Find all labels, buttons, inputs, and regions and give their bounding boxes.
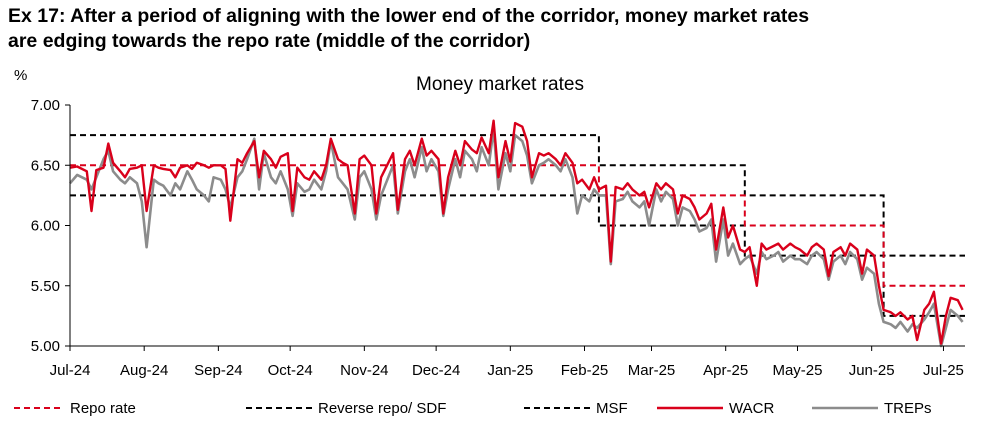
chart-title: Money market rates — [416, 74, 584, 95]
x-tick-label: Sep-24 — [194, 362, 242, 379]
heading-line-2: are edging towards the repo rate (middle… — [8, 30, 531, 52]
legend-label-msf: MSF — [596, 400, 628, 417]
y-tick-label: 6.00 — [31, 218, 60, 235]
legend-label-treps: TREPs — [884, 400, 932, 417]
x-tick-label: Mar-25 — [628, 362, 676, 379]
x-tick-label: Oct-24 — [268, 362, 313, 379]
series-line-wacr — [69, 119, 964, 345]
chart-heading: Ex 17: After a period of aligning with t… — [8, 4, 988, 54]
axes: 5.00 5.50 6.00 6.50 7.00 Jul-24 Aug-24 Sep-24 Oc… — [31, 97, 965, 379]
series-line-reverse-repo-sdf — [70, 194, 965, 317]
x-tick-label: Jan-25 — [487, 362, 533, 379]
y-tick-label: 7.00 — [31, 97, 60, 114]
series-line-treps — [69, 127, 964, 348]
legend-label-reverse-repo-sdf: Reverse repo/ SDF — [318, 400, 446, 417]
y-tick-label: 6.50 — [31, 157, 60, 174]
plot-area — [69, 119, 965, 348]
x-tick-label: Feb-25 — [561, 362, 609, 379]
series-line-repo-rate — [70, 164, 965, 287]
y-axis-label: % — [14, 67, 27, 84]
x-tick-label: May-25 — [772, 362, 822, 379]
x-tick-label: Jul-24 — [50, 362, 91, 379]
legend: Repo rate Reverse repo/ SDF MSF WACR TREPs — [14, 400, 932, 417]
x-tick-label: Aug-24 — [120, 362, 168, 379]
x-tick-label: Apr-25 — [703, 362, 748, 379]
heading-line-1: Ex 17: After a period of aligning with t… — [8, 5, 810, 27]
x-tick-label: Dec-24 — [412, 362, 460, 379]
x-tick-label: Nov-24 — [340, 362, 388, 379]
legend-label-repo-rate: Repo rate — [70, 400, 136, 417]
y-tick-label: 5.00 — [31, 338, 60, 355]
x-tick-label: Jul-25 — [923, 362, 964, 379]
y-tick-label: 5.50 — [31, 278, 60, 295]
x-tick-label: Jun-25 — [849, 362, 895, 379]
legend-label-wacr: WACR — [729, 400, 774, 417]
